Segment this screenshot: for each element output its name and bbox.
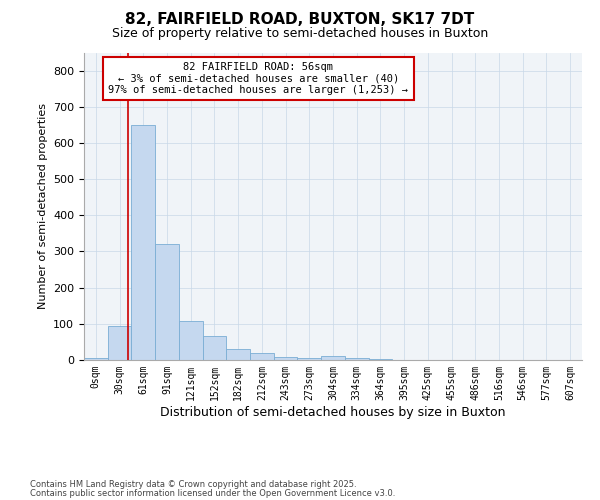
Bar <box>155 244 179 360</box>
Text: Size of property relative to semi-detached houses in Buxton: Size of property relative to semi-detach… <box>112 28 488 40</box>
Bar <box>250 354 274 360</box>
Bar <box>108 326 131 360</box>
Text: Contains public sector information licensed under the Open Government Licence v3: Contains public sector information licen… <box>30 489 395 498</box>
Bar <box>321 356 345 360</box>
X-axis label: Distribution of semi-detached houses by size in Buxton: Distribution of semi-detached houses by … <box>160 406 506 418</box>
Bar <box>368 359 392 360</box>
Bar <box>345 358 368 360</box>
Bar <box>131 125 155 360</box>
Bar <box>226 349 250 360</box>
Text: 82, FAIRFIELD ROAD, BUXTON, SK17 7DT: 82, FAIRFIELD ROAD, BUXTON, SK17 7DT <box>125 12 475 28</box>
Text: Contains HM Land Registry data © Crown copyright and database right 2025.: Contains HM Land Registry data © Crown c… <box>30 480 356 489</box>
Text: 82 FAIRFIELD ROAD: 56sqm
← 3% of semi-detached houses are smaller (40)
97% of se: 82 FAIRFIELD ROAD: 56sqm ← 3% of semi-de… <box>109 62 409 95</box>
Bar <box>84 358 108 360</box>
Bar <box>203 336 226 360</box>
Y-axis label: Number of semi-detached properties: Number of semi-detached properties <box>38 104 47 309</box>
Bar <box>179 321 203 360</box>
Bar <box>298 358 321 360</box>
Bar <box>274 357 298 360</box>
